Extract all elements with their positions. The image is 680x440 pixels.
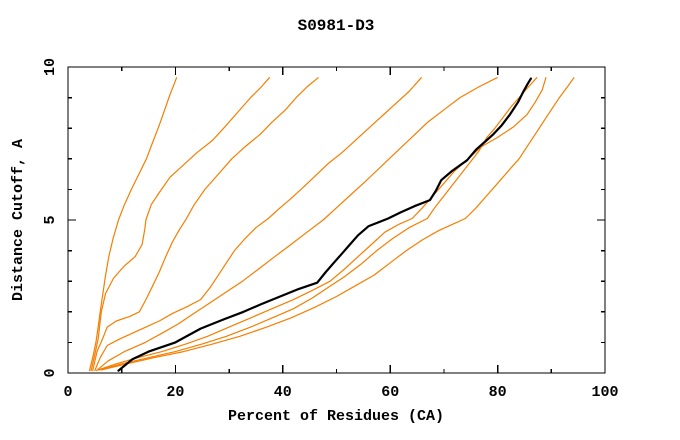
series-line-model-8-orange — [100, 77, 575, 371]
series-line-model-6-orange — [97, 77, 547, 371]
plot-frame — [67, 66, 606, 374]
series-lines — [88, 77, 575, 372]
y-tick-label: 5 — [42, 215, 59, 224]
axis-ticks — [67, 66, 606, 374]
x-axis-label: Percent of Residues (CA) — [228, 408, 444, 425]
x-tick-label: 60 — [381, 384, 399, 401]
series-line-model-3-orange — [92, 77, 319, 372]
frame-rect — [67, 66, 606, 374]
series-line-model-black-highlight — [117, 77, 533, 372]
series-line-model-7-orange — [99, 77, 538, 371]
x-tick-labels: 0 20 40 60 80 100 — [63, 384, 618, 401]
x-tick-label: 40 — [274, 384, 292, 401]
y-axis-label: Distance Cutoff, A — [10, 139, 27, 301]
y-tick-labels: 0 5 10 — [42, 58, 59, 378]
x-tick-label: 100 — [591, 384, 618, 401]
x-tick-label: 20 — [166, 384, 184, 401]
chart-title: S0981-D3 — [298, 17, 375, 35]
x-tick-label: 80 — [489, 384, 507, 401]
series-line-model-5-orange — [95, 77, 498, 372]
series-line-model-1-orange — [88, 77, 178, 372]
y-tick-label: 0 — [42, 368, 59, 377]
y-tick-label: 10 — [42, 58, 59, 76]
x-tick-label: 0 — [63, 384, 72, 401]
series-line-model-4-orange — [94, 77, 422, 372]
series-line-model-2-orange — [90, 77, 270, 372]
